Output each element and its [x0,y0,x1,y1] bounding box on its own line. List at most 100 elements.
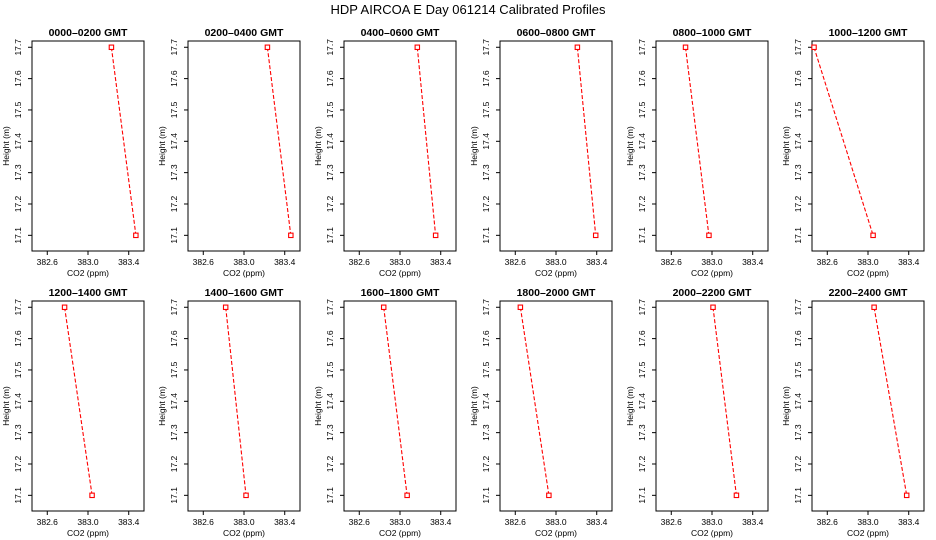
y-tick-label: 17.7 [793,299,803,316]
panel: 1600–1800 GMT 382.6 383.0 383.4 17.1 17.2 17.3… [313,287,457,538]
x-tick-label: 382.6 [661,257,683,267]
panel: 0200–0400 GMT 382.6 383.0 383.4 17.1 17.2 17.3… [157,27,301,278]
series-line [383,307,408,496]
x-tick-label: 383.0 [77,257,99,267]
panel: 0600–0800 GMT 382.6 383.0 383.4 17.1 17.2 17.3… [469,27,613,278]
panel-title: 1000–1200 GMT [829,27,908,39]
y-tick-label: 17.2 [169,455,179,472]
y-tick-label: 17.4 [13,133,23,150]
y-axis-label: Height (m) [157,126,167,166]
data-point [733,492,740,499]
y-tick-label: 17.5 [13,101,23,118]
data-point [517,304,524,311]
y-tick-label: 17.7 [481,39,491,56]
x-tick-label: 383.0 [389,257,411,267]
panel-title: 1600–1800 GMT [361,287,440,299]
y-axis-label: Height (m) [313,386,323,426]
y-tick-label: 17.5 [637,361,647,378]
y-tick-label: 17.7 [169,299,179,316]
series-line [712,307,737,496]
panel: 0000–0200 GMT 382.6 383.0 383.4 17.1 17.2 17.3… [1,27,145,278]
y-tick-label: 17.5 [169,101,179,118]
y-tick-label: 17.6 [793,330,803,347]
x-tick-label: 383.4 [274,257,296,267]
y-tick-label: 17.7 [325,39,335,56]
data-point [870,232,876,239]
x-tick-label: 383.4 [274,517,296,527]
x-tick-label: 383.4 [118,257,140,267]
x-axis-label: CO2 (ppm) [379,268,421,278]
y-tick-label: 17.2 [169,195,179,212]
y-tick-label: 17.5 [169,361,179,378]
y-tick-label: 17.1 [481,227,491,244]
y-tick-label: 17.3 [793,164,803,181]
y-tick-label: 17.4 [13,393,23,410]
x-tick-label: 382.6 [193,517,215,527]
y-tick-label: 17.3 [793,424,803,441]
series-line [576,47,597,236]
y-tick-label: 17.5 [13,361,23,378]
y-tick-label: 17.1 [325,487,335,504]
y-axis-label: Height (m) [469,126,479,166]
data-point [710,304,716,311]
x-tick-label: 383.4 [586,257,608,267]
y-tick-label: 17.3 [169,424,179,441]
x-tick-label: 383.4 [586,517,608,527]
y-axis-label: Height (m) [469,386,479,426]
y-axis-label: Height (m) [625,126,635,166]
y-tick-label: 17.6 [325,70,335,87]
y-axis-label: Height (m) [1,386,11,426]
y-tick-label: 17.6 [637,70,647,87]
panel-title: 1200–1400 GMT [49,287,128,299]
data-point [243,492,249,499]
y-tick-label: 17.3 [325,164,335,181]
y-axis-label: Height (m) [157,386,167,426]
y-tick-label: 17.7 [793,39,803,56]
data-point [574,44,581,51]
y-tick-label: 17.2 [637,455,647,472]
y-tick-label: 17.6 [325,330,335,347]
panel-title: 0600–0800 GMT [517,27,596,39]
x-axis-label: CO2 (ppm) [847,528,889,538]
panel-title: 0400–0600 GMT [361,27,440,39]
data-point [404,492,410,499]
x-axis-label: CO2 (ppm) [535,528,577,538]
y-tick-label: 17.4 [325,393,335,410]
panel-title: 2000–2200 GMT [673,287,752,299]
x-axis-label: CO2 (ppm) [223,528,265,538]
y-axis-label: Height (m) [781,386,791,426]
y-tick-label: 17.6 [637,330,647,347]
data-point [380,304,387,311]
y-tick-label: 17.2 [325,195,335,212]
x-axis-label: CO2 (ppm) [691,268,733,278]
x-axis-label: CO2 (ppm) [379,528,421,538]
x-axis-label: CO2 (ppm) [67,268,109,278]
data-point [89,492,95,499]
panel-title: 2200–2400 GMT [829,287,908,299]
panel-title: 0200–0400 GMT [205,27,284,39]
y-tick-label: 17.2 [793,455,803,472]
x-tick-label: 383.4 [430,257,452,267]
y-tick-label: 17.4 [637,393,647,410]
x-tick-label: 383.0 [701,257,723,267]
y-tick-label: 17.6 [13,70,23,87]
data-point [264,44,271,51]
data-point [592,232,599,239]
y-tick-label: 17.4 [481,393,491,410]
x-axis-label: CO2 (ppm) [67,528,109,538]
y-tick-label: 17.1 [793,487,803,504]
y-tick-label: 17.6 [169,70,179,87]
y-tick-label: 17.7 [481,299,491,316]
series-line [873,307,908,496]
y-axis-label: Height (m) [313,126,323,166]
panel: 1000–1200 GMT 382.6 383.0 383.4 17.1 17.2 17.3… [781,27,925,278]
y-tick-label: 17.1 [793,227,803,244]
y-tick-label: 17.4 [637,133,647,150]
data-point [288,232,294,239]
y-tick-label: 17.5 [481,361,491,378]
y-tick-label: 17.1 [13,487,23,504]
y-tick-label: 17.2 [325,455,335,472]
figure-title: HDP AIRCOA E Day 061214 Calibrated Profi… [330,2,606,17]
y-axis-label: Height (m) [781,126,791,166]
